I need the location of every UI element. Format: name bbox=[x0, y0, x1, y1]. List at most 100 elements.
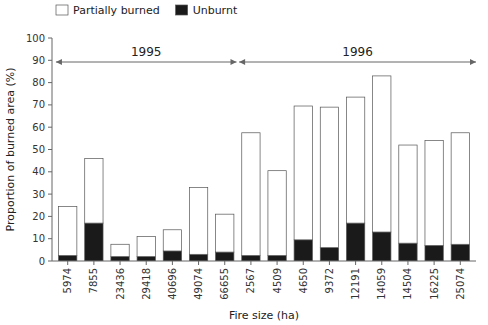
y-axis-label: Proportion of burned area (%) bbox=[4, 68, 17, 232]
y-tick-label: 20 bbox=[32, 211, 45, 222]
bar-segment bbox=[85, 158, 103, 223]
x-tick-label: 9372 bbox=[324, 268, 335, 293]
bar-segment bbox=[373, 232, 391, 261]
bar-segment bbox=[59, 255, 77, 261]
bar-segment bbox=[425, 141, 443, 246]
y-tick-label: 50 bbox=[32, 144, 45, 155]
chart: 0102030405060708090100597478552343629418… bbox=[0, 0, 488, 325]
bar-segment bbox=[111, 257, 129, 261]
x-tick-label: 29418 bbox=[141, 268, 152, 300]
y-tick bbox=[48, 127, 52, 128]
x-tick bbox=[407, 261, 408, 265]
bar-segment bbox=[189, 187, 207, 254]
bar-segment bbox=[346, 223, 364, 261]
bar-segment bbox=[373, 76, 391, 232]
bar-segment bbox=[137, 236, 155, 256]
bar-segment bbox=[268, 171, 286, 256]
x-tick-label: 40696 bbox=[167, 268, 178, 300]
x-tick bbox=[250, 261, 251, 265]
y-tick bbox=[48, 171, 52, 172]
x-tick bbox=[303, 261, 304, 265]
x-axis-line bbox=[52, 261, 476, 262]
bar-segment bbox=[216, 252, 234, 261]
x-tick bbox=[277, 261, 278, 265]
y-tick bbox=[48, 38, 52, 39]
legend-label: Partially burned bbox=[73, 4, 160, 17]
x-tick bbox=[172, 261, 173, 265]
bar-segment bbox=[425, 245, 443, 261]
x-tick-label: 14059 bbox=[376, 268, 387, 300]
legend-swatch bbox=[56, 5, 68, 15]
x-tick-label: 2567 bbox=[245, 268, 256, 293]
y-tick-label: 100 bbox=[26, 33, 45, 44]
year-arrow bbox=[239, 62, 476, 63]
y-tick-label: 80 bbox=[32, 77, 45, 88]
year-label: 1996 bbox=[342, 45, 373, 59]
annotations: 1995 1996 bbox=[56, 45, 476, 65]
y-tick bbox=[48, 216, 52, 217]
x-tick bbox=[93, 261, 94, 265]
x-tick bbox=[120, 261, 121, 265]
y-tick bbox=[48, 60, 52, 61]
bar-segment bbox=[451, 244, 469, 261]
y-tick bbox=[48, 261, 52, 262]
bar-segment bbox=[294, 106, 312, 240]
x-tick bbox=[355, 261, 356, 265]
y-tick bbox=[48, 194, 52, 195]
bar-segment bbox=[242, 255, 260, 261]
x-tick bbox=[198, 261, 199, 265]
x-tick-label: 5974 bbox=[62, 268, 73, 293]
arrow-head bbox=[470, 59, 476, 65]
bar-segment bbox=[320, 248, 338, 261]
x-tick bbox=[67, 261, 68, 265]
x-axis-label: Fire size (ha) bbox=[229, 309, 299, 322]
bar-segment bbox=[216, 214, 234, 252]
arrow-head bbox=[56, 59, 62, 65]
x-tick-label: 14504 bbox=[402, 268, 413, 300]
y-tick-label: 30 bbox=[32, 189, 45, 200]
legend: Partially burnedUnburnt bbox=[56, 4, 238, 17]
bar-segment bbox=[399, 243, 417, 261]
bar-segment bbox=[59, 206, 77, 255]
bar-segment bbox=[163, 251, 181, 261]
x-tick-label: 16225 bbox=[429, 268, 440, 300]
bar-segment bbox=[111, 244, 129, 256]
bar-segment bbox=[268, 255, 286, 261]
y-tick bbox=[48, 104, 52, 105]
x-tick-label: 49074 bbox=[193, 268, 204, 300]
bar-segment bbox=[189, 254, 207, 261]
arrow-head bbox=[239, 59, 245, 65]
bar-segment bbox=[346, 97, 364, 223]
x-tick-label: 23436 bbox=[115, 268, 126, 300]
bar-segment bbox=[242, 133, 260, 256]
y-tick-label: 70 bbox=[32, 99, 45, 110]
y-tick bbox=[48, 82, 52, 83]
x-tick-label: 7855 bbox=[88, 268, 99, 293]
x-tick-label: 25074 bbox=[455, 268, 466, 300]
arrow-head bbox=[231, 59, 237, 65]
x-tick bbox=[434, 261, 435, 265]
x-tick-label: 12191 bbox=[350, 268, 361, 300]
bar-segment bbox=[294, 240, 312, 261]
x-tick bbox=[329, 261, 330, 265]
x-tick bbox=[146, 261, 147, 265]
bar-segment bbox=[320, 107, 338, 247]
x-tick bbox=[381, 261, 382, 265]
bars bbox=[59, 76, 470, 261]
x-tick-label: 4650 bbox=[298, 268, 309, 293]
y-tick-label: 0 bbox=[39, 256, 45, 267]
y-tick-label: 10 bbox=[32, 233, 45, 244]
y-tick bbox=[48, 238, 52, 239]
y-tick-label: 40 bbox=[32, 166, 45, 177]
y-tick bbox=[48, 149, 52, 150]
y-tick-label: 60 bbox=[32, 122, 45, 133]
x-tick bbox=[224, 261, 225, 265]
x-tick-label: 66655 bbox=[219, 268, 230, 300]
bar-segment bbox=[163, 230, 181, 251]
bar-segment bbox=[451, 133, 469, 245]
bar-segment bbox=[137, 257, 155, 261]
year-arrow bbox=[56, 62, 237, 63]
year-label: 1995 bbox=[131, 45, 162, 59]
bar-segment bbox=[85, 223, 103, 261]
x-tick-label: 4509 bbox=[272, 268, 283, 293]
